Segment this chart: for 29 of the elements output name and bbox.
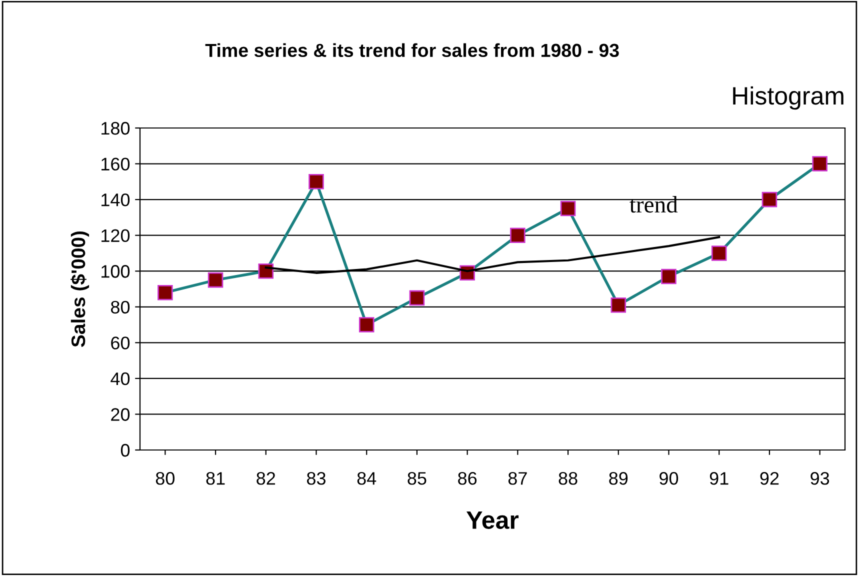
x-tick-label: 82: [256, 472, 276, 485]
y-tick-label: 140: [102, 193, 130, 206]
x-tick-label: 93: [810, 472, 830, 485]
chart-title: Time series & its trend for sales from 1980 - 93: [205, 43, 619, 58]
x-tick-label: 86: [458, 472, 477, 485]
text: Histogram: [733, 86, 844, 110]
y-tick-label: 120: [102, 229, 130, 242]
x-tick-label: 87: [508, 472, 527, 485]
y-tick-label: 180: [102, 122, 130, 135]
x-tick-label: 81: [206, 472, 225, 485]
x-axis-title: Year: [466, 512, 519, 529]
x-tick-label: 84: [357, 472, 376, 485]
x-tick-label: 88: [558, 472, 578, 485]
y-axis-title: Sales ($'000): [70, 231, 90, 347]
x-tick-label: 85: [408, 472, 426, 485]
x-tick-label: 90: [660, 472, 678, 485]
y-tick-label: 0: [120, 444, 130, 457]
series-label: trend: [630, 196, 678, 213]
x-tick-label: 89: [609, 472, 628, 485]
y-tick-label: 20: [111, 408, 130, 421]
y-tick-label: 80: [110, 300, 130, 314]
y-tick-label: 100: [102, 265, 130, 278]
x-tick-label: 91: [710, 472, 728, 485]
x-tick-label: 83: [306, 472, 326, 485]
x-tick-label: 92: [760, 472, 779, 485]
x-tick-label: 80: [156, 472, 175, 485]
y-tick-label: 160: [102, 158, 130, 170]
y-tick-label: 40: [110, 372, 130, 386]
y-tick-label: 60: [111, 336, 130, 350]
